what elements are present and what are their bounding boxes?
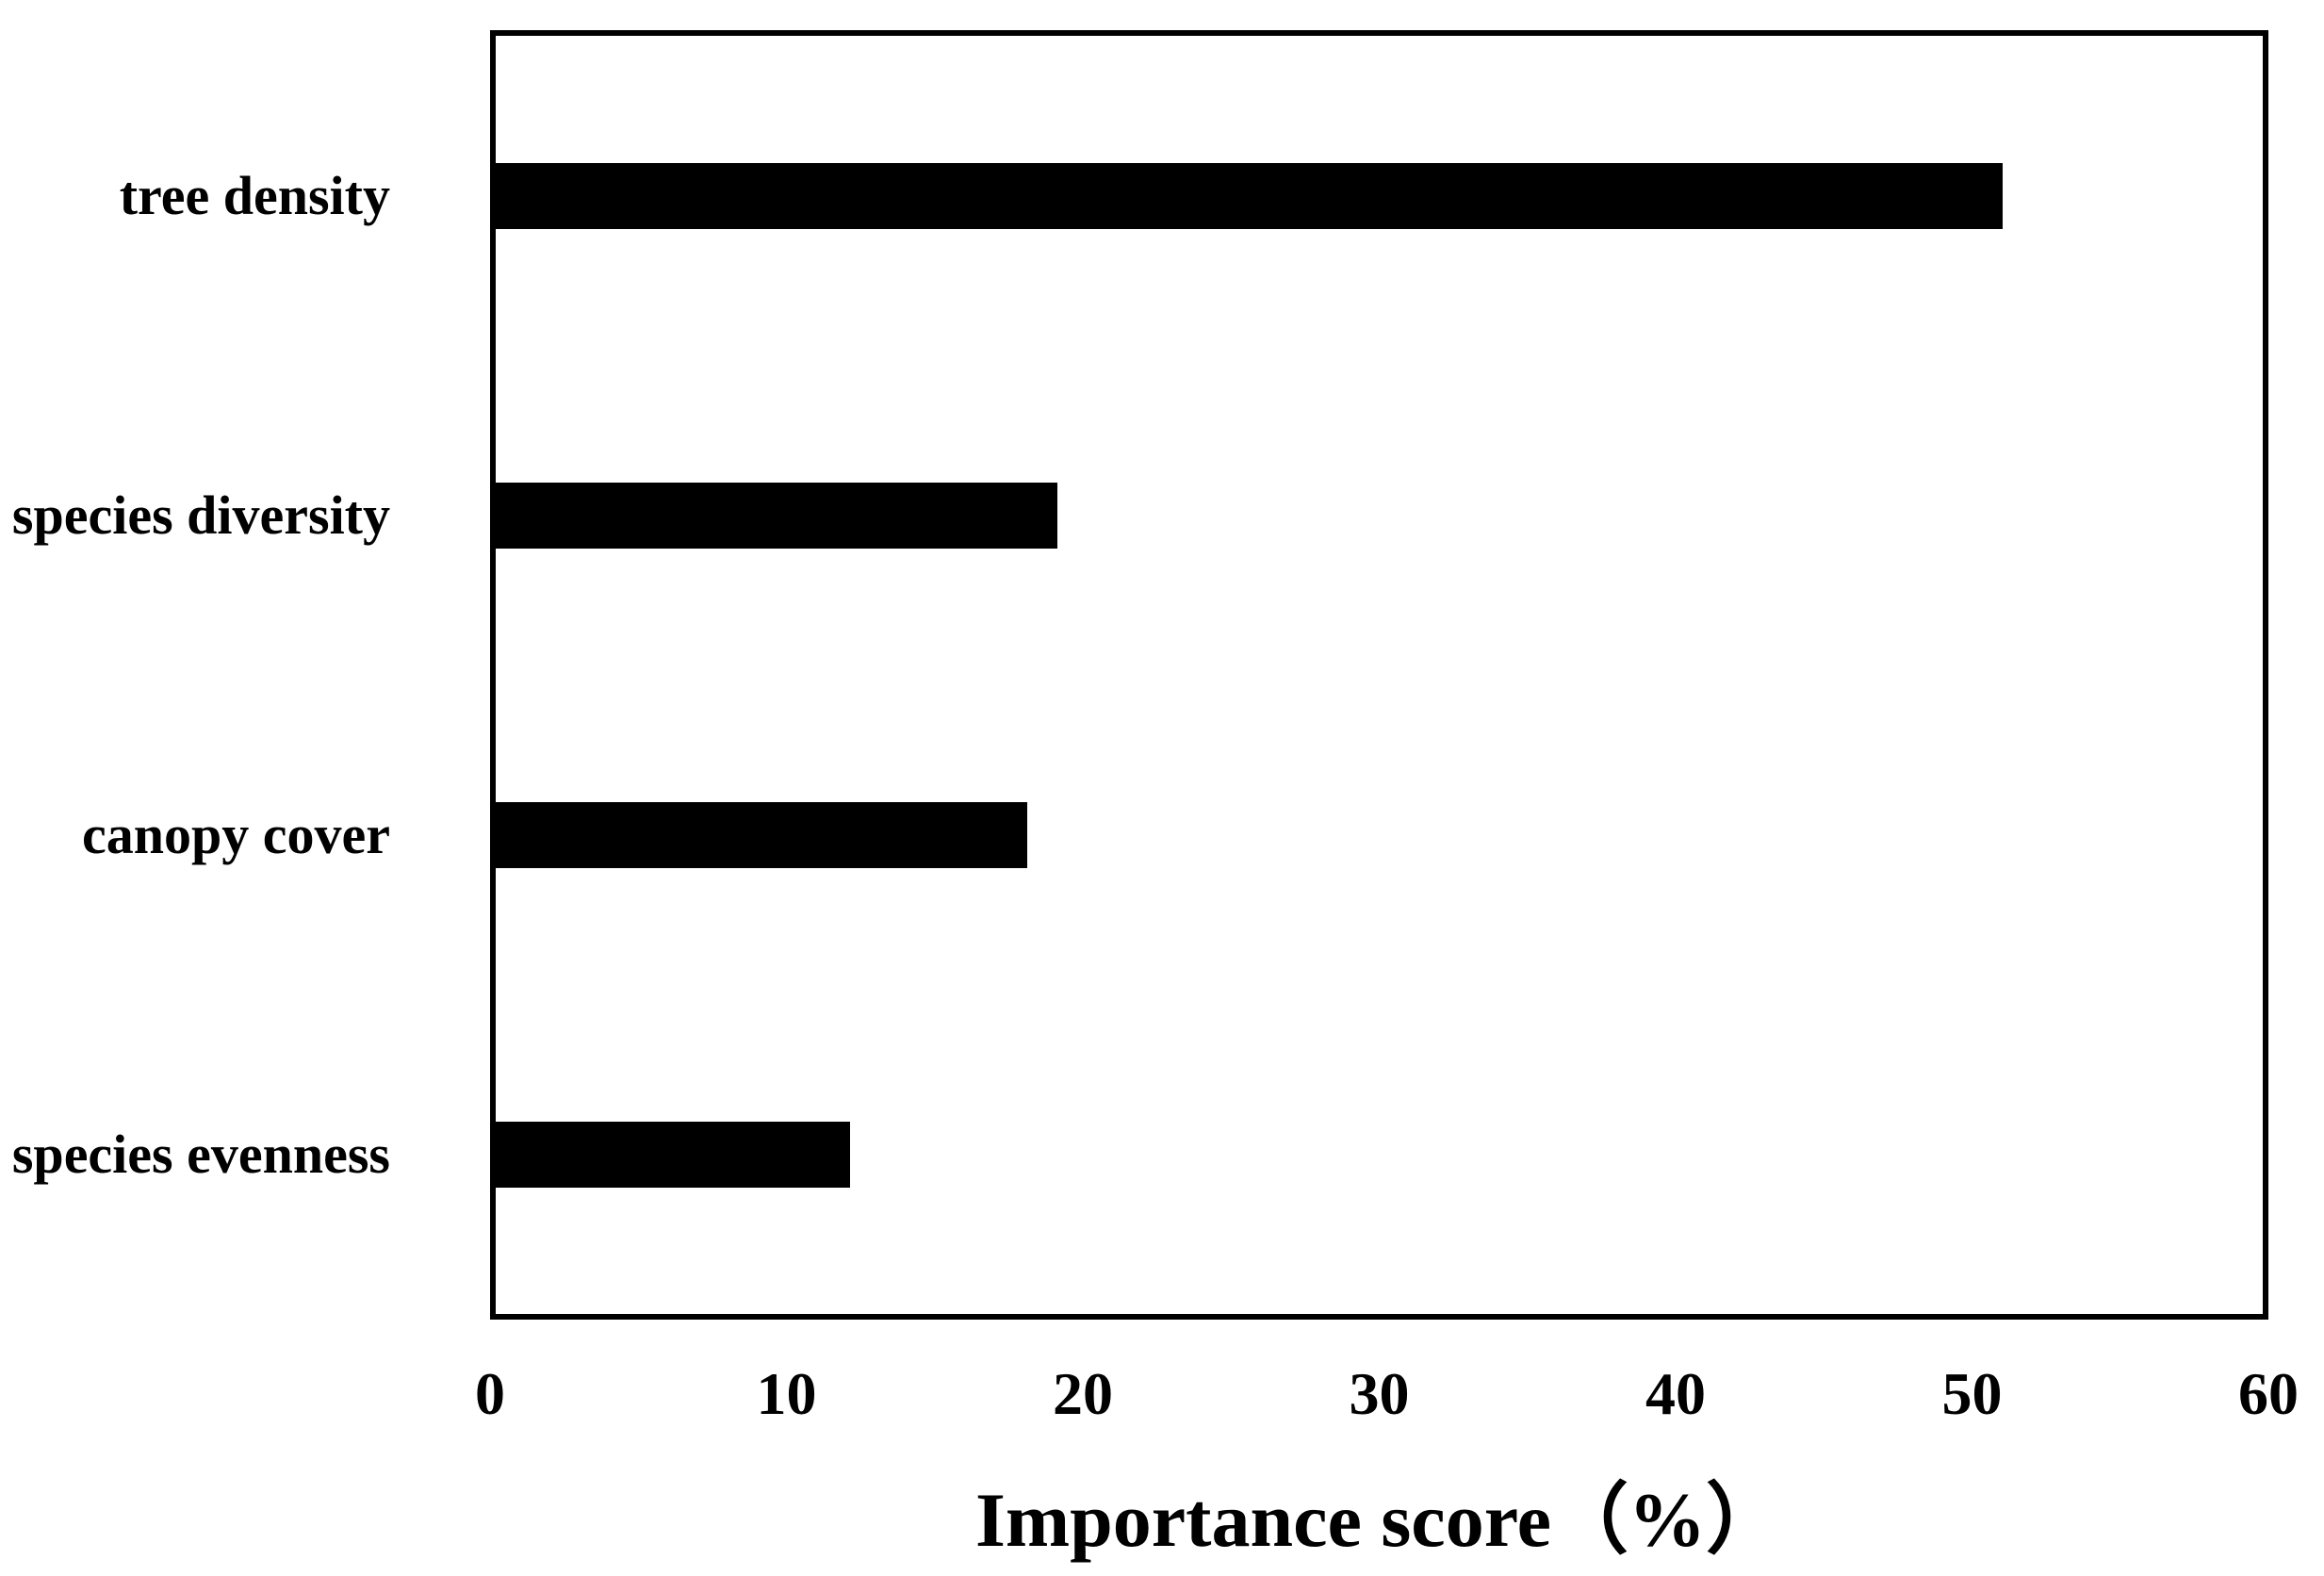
x-tick-label-0: 0 xyxy=(475,1360,505,1427)
plot-area xyxy=(490,30,2268,1320)
category-label-species-diversity: species diversity xyxy=(11,484,390,546)
bar-tree-density xyxy=(496,162,2003,229)
bar-species-diversity xyxy=(496,482,1057,549)
x-tick-label-10: 10 xyxy=(756,1360,817,1427)
bar-species-evenness xyxy=(496,1121,851,1188)
x-tick-label-50: 50 xyxy=(1941,1360,2003,1427)
x-tick-label-30: 30 xyxy=(1349,1360,1410,1427)
x-axis-label: Importance score（%） xyxy=(974,1477,1784,1563)
bar-canopy-cover xyxy=(496,801,1028,868)
category-label-tree-density: tree density xyxy=(119,164,390,226)
category-label-canopy-cover: canopy cover xyxy=(82,803,390,865)
category-label-species-evenness: species evenness xyxy=(11,1123,390,1185)
x-tick-label-20: 20 xyxy=(1053,1360,1113,1427)
x-tick-label-60: 60 xyxy=(2238,1360,2299,1427)
x-tick-label-40: 40 xyxy=(1645,1360,1706,1427)
